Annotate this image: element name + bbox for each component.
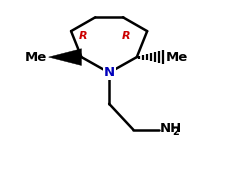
Text: R: R bbox=[122, 31, 131, 41]
Polygon shape bbox=[49, 49, 81, 65]
Text: 2: 2 bbox=[172, 127, 179, 137]
Text: NH: NH bbox=[160, 122, 182, 135]
Text: R: R bbox=[79, 31, 87, 41]
Text: Me: Me bbox=[166, 51, 189, 64]
Text: N: N bbox=[103, 66, 115, 79]
Text: Me: Me bbox=[25, 51, 47, 64]
